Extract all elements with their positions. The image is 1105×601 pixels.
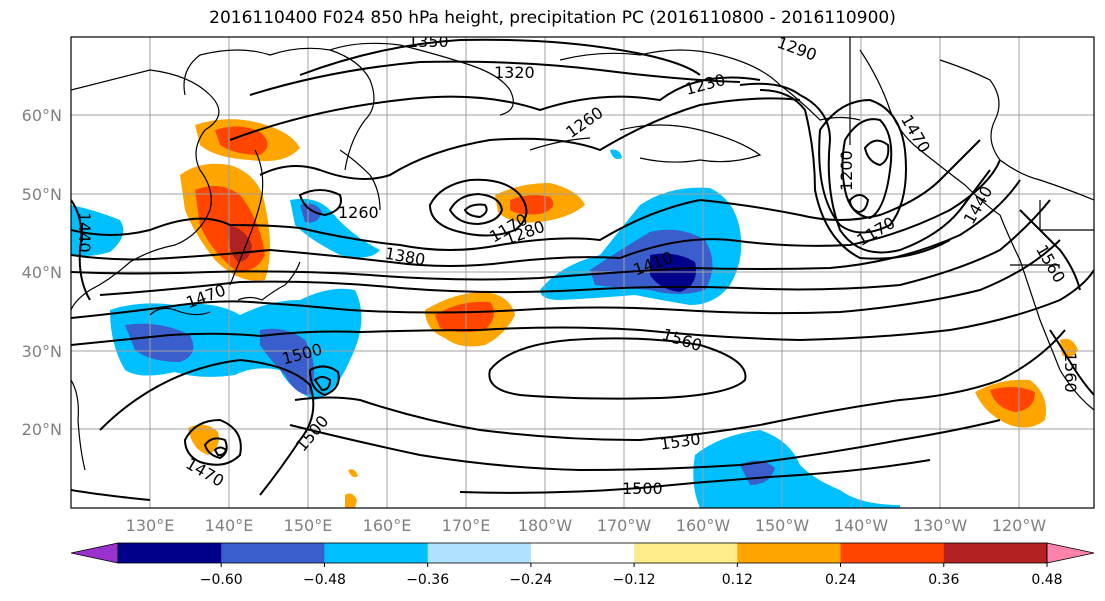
lon-tick-label: 150°W [755,516,810,535]
colorbar-tick-label: 0.12 [722,572,753,588]
contour-label: 1200 [837,150,856,191]
colorbar-lower-extend [70,542,119,564]
lon-tick-label: 140°W [834,516,889,535]
lon-tick-label: 150°E [284,516,333,535]
contour-label: 1260 [338,203,379,222]
colorbar-cell [118,543,222,563]
colorbar-cell [634,543,738,563]
lon-tick-label: 160°W [676,516,731,535]
colorbar-tick-label: −0.24 [509,572,552,588]
colorbar-tick-label: −0.12 [613,572,656,588]
colorbar-cell [427,543,532,563]
lat-tick-label: 20°N [22,420,62,439]
lon-tick-labels: 130°E 140°E 150°E 160°E 170°E 180°W 170°… [126,516,1047,535]
colorbar-cell [530,543,635,563]
lon-tick-label: 120°W [992,516,1047,535]
colorbar-tick-label: 0.24 [825,572,856,588]
contour-label: 1440 [75,212,94,253]
map-title: 2016110400 F024 850 hPa height, precipit… [209,8,896,28]
lon-tick-label: 130°E [126,516,175,535]
colorbar-tick-label: 0.36 [928,572,959,588]
contour-label: 1320 [494,63,535,82]
colorbar-tick-label: −0.36 [406,572,449,588]
colorbar-upper-extend [1046,542,1095,564]
contour-label: 1560 [1061,352,1080,393]
lat-tick-label: 40°N [22,263,62,282]
contour-label: 1350 [408,32,449,51]
height-contours [71,38,1094,501]
lon-tick-label: 170°W [597,516,652,535]
lon-tick-label: 160°E [363,516,412,535]
lon-tick-label: 180°W [518,516,573,535]
lon-tick-label: 130°W [913,516,968,535]
lat-tick-label: 50°N [22,185,62,204]
lon-tick-label: 140°E [205,516,254,535]
colorbar-tick-label: −0.48 [303,572,346,588]
colorbar-cell [324,543,429,563]
contour-label: 1500 [622,479,663,498]
coastlines [71,37,1094,471]
precip-shading [71,119,1078,508]
lat-tick-label: 60°N [22,106,62,125]
map-frame [70,36,1095,509]
colorbar-tick-label: −0.60 [200,572,243,588]
colorbar-cell [840,543,945,563]
colorbar-tick-label: 0.48 [1031,572,1062,588]
colorbar-cell [737,543,842,563]
lat-tick-label: 30°N [22,342,62,361]
colorbar-cell [943,543,1048,563]
lon-tick-label: 170°E [442,516,491,535]
lat-tick-labels: 60°N 50°N 40°N 30°N 20°N [22,106,62,439]
colorbar: −0.60 −0.48 −0.36 −0.24 −0.12 0.12 0.24 0.36 0.4… [70,542,1095,588]
colorbar-cell [221,543,325,563]
